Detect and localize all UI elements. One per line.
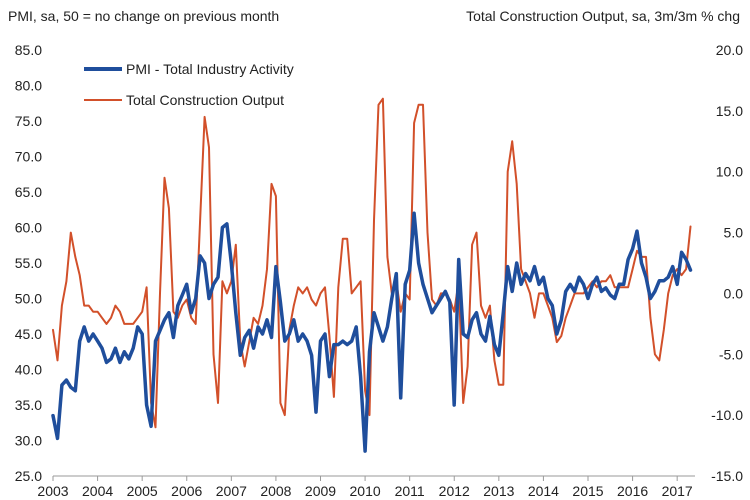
left-tick-label: 35.0 [15,397,42,413]
x-tick-label: 2012 [439,483,470,499]
x-tick-label: 2008 [260,483,291,499]
x-tick-label: 2014 [528,483,559,499]
x-tick-label: 2005 [127,483,158,499]
right-tick-label: 5.0 [724,225,744,241]
left-tick-label: 55.0 [15,255,42,271]
x-tick-label: 2007 [216,483,247,499]
x-tick-label: 2003 [37,483,68,499]
series-layer [51,97,693,453]
left-tick-label: 60.0 [15,220,42,236]
series-line-pmi [51,211,693,453]
right-tick-label: 15.0 [716,103,743,119]
left-tick-label: 50.0 [15,291,42,307]
right-tick-label: 20.0 [716,42,743,58]
left-tick-label: 25.0 [15,468,42,484]
right-tick-label: -15.0 [711,468,743,484]
left-axis-title: PMI, sa, 50 = no change on previous mont… [8,8,279,24]
right-tick-label: -10.0 [711,407,743,423]
left-tick-label: 65.0 [15,184,42,200]
x-tick-label: 2017 [662,483,693,499]
x-tick-label: 2004 [82,483,113,499]
x-tick-label: 2016 [617,483,648,499]
right-axis-ticks: -15.0 -10.0 -5.0 0.0 5.0 10.0 15.0 20.0 [711,42,743,484]
right-tick-label: -5.0 [719,346,743,362]
series-line-construction [52,97,692,429]
legend: PMI - Total Industry Activity Total Cons… [84,61,294,108]
right-tick-label: 10.0 [716,164,743,180]
x-tick-label: 2009 [305,483,336,499]
left-tick-label: 75.0 [15,113,42,129]
left-tick-label: 70.0 [15,149,42,165]
left-tick-label: 45.0 [15,326,42,342]
x-tick-label: 2013 [483,483,514,499]
legend-label-construction: Total Construction Output [126,92,284,108]
right-axis-title: Total Construction Output, sa, 3m/3m % c… [466,8,740,24]
x-tick-label: 2010 [350,483,381,499]
x-tick-label: 2006 [171,483,202,499]
left-tick-label: 30.0 [15,433,42,449]
x-tick-label: 2015 [572,483,603,499]
left-tick-label: 80.0 [15,78,42,94]
right-tick-label: 0.0 [724,285,744,301]
left-axis-ticks: 25.0 30.0 35.0 40.0 45.0 50.0 55.0 60.0 65.0 70.0… [15,42,42,484]
x-tick-label: 2011 [395,483,425,499]
legend-label-pmi: PMI - Total Industry Activity [126,61,294,77]
left-tick-label: 85.0 [15,42,42,58]
x-axis-ticks: 2003 2004 2005 2006 2007 2008 2009 2010 2011 2012… [37,476,693,499]
left-tick-label: 40.0 [15,362,42,378]
